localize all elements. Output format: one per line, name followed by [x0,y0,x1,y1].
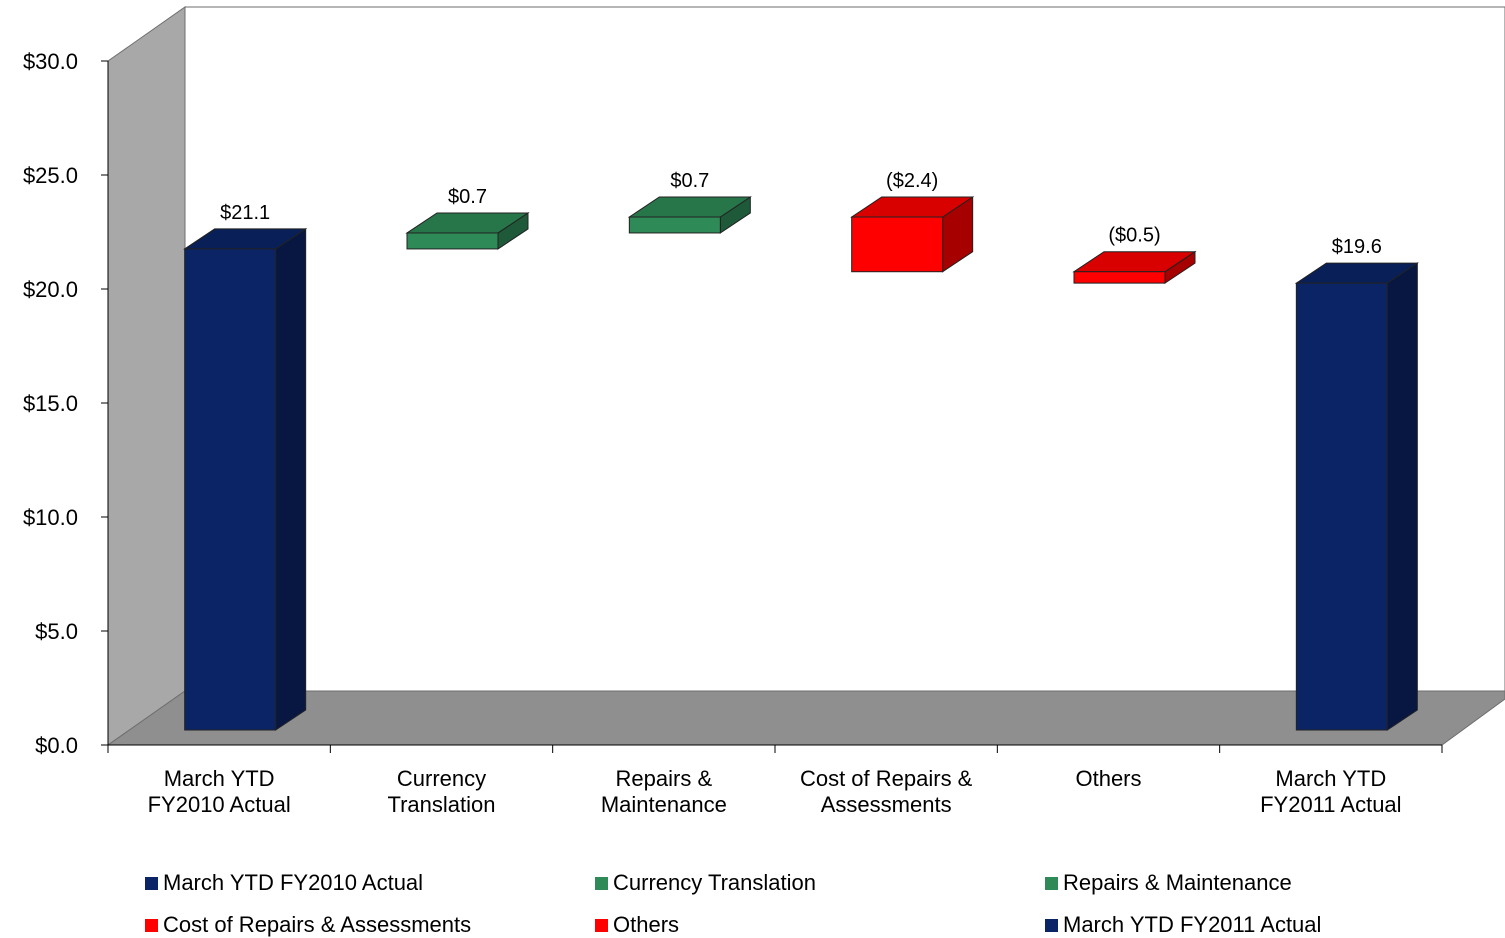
bar-5 [1294,262,1419,731]
bar-side [275,227,307,731]
data-label: $21.1 [220,202,270,224]
bar-front [628,216,721,234]
legend-swatch [1045,876,1058,890]
y-axis: $0.0 $5.0 $10.0 $15.0 $20.0 $25.0 $30.0 [23,49,109,758]
bar-front [851,216,944,273]
legend-item: Currency Translation [595,870,816,896]
bar-front [184,248,277,731]
legend-label: March YTD FY2011 Actual [1063,912,1322,937]
bar-front [1073,271,1166,284]
legend-swatch [145,876,158,890]
legend-label: Cost of Repairs & Assessments [163,912,472,937]
data-labels: $21.1 $0.7 $0.7 ($2.4) ($0.5) $19.6 [220,170,1382,258]
data-label: ($2.4) [886,170,938,192]
waterfall-chart: $0.0$5.0$10.0$15.0$20.0$25.0$30.0 $21.1$… [23,6,1505,817]
chart-walls [106,6,1505,746]
legend-item: March YTD FY2010 Actual [145,870,423,896]
left-wall [107,6,186,746]
legend-swatch [595,876,608,890]
category-label: Currency [397,766,486,791]
category-label: Repairs & [616,766,713,791]
category-label: March YTD [1275,766,1386,791]
legend-item: Others [595,912,679,938]
legend-item: Repairs & Maintenance [1045,870,1292,896]
bar-side [1386,262,1418,731]
category-label: Assessments [821,792,952,817]
category-label: Translation [387,792,495,817]
bar-4 [1072,250,1197,285]
y-tick-label: $10.0 [23,505,78,530]
data-label: $0.7 [448,186,487,208]
legend-label: Repairs & Maintenance [1063,870,1292,895]
floor [106,690,1505,746]
legend-swatch [145,918,158,932]
bar-front [1295,282,1388,731]
legend-label: Currency Translation [613,870,816,895]
y-tick-label: $5.0 [35,619,78,644]
bar-1 [405,212,530,250]
bars [183,196,1419,731]
y-tick-label: $25.0 [23,163,78,188]
category-label: FY2010 Actual [148,792,291,817]
bar-0 [183,227,308,731]
bar-3 [850,196,975,273]
legend-item: Cost of Repairs & Assessments [145,912,471,938]
legend-swatch [1045,918,1058,932]
data-label: $19.6 [1332,236,1382,258]
y-tick-label: $20.0 [23,277,78,302]
category-label: FY2011 Actual [1260,792,1401,817]
y-tick-label: $15.0 [23,391,78,416]
legend-label: Others [613,912,680,937]
y-tick-label: $0.0 [35,733,78,758]
legend-item: March YTD FY2011 Actual [1045,912,1321,938]
y-tick-label: $30.0 [23,49,78,74]
bar-2 [627,196,752,234]
legend-label: March YTD FY2010 Actual [163,870,424,895]
data-label: $0.7 [670,170,709,192]
x-axis [107,744,1443,753]
category-label: Others [1075,766,1141,791]
category-label: Cost of Repairs & [800,766,973,791]
legend: March YTD FY2010 Actual Currency Translat… [0,862,1505,937]
legend-swatch [595,918,608,932]
category-label: March YTD [164,766,275,791]
data-label: ($0.5) [1108,225,1160,247]
bar-front [406,232,499,250]
category-label: Maintenance [601,792,727,817]
